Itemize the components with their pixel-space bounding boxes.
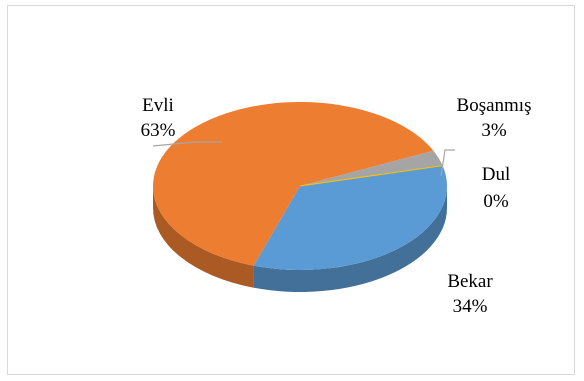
slice-percent-bosanmis: 3% — [481, 120, 507, 141]
slice-bekar — [253, 165, 447, 270]
slice-bo-anm- — [300, 150, 443, 186]
slice-percent-dul: 0% — [483, 191, 509, 212]
slice-percent-bekar: 34% — [453, 296, 488, 317]
slice-label-dul: Dul — [482, 164, 511, 185]
slice-evli — [153, 102, 434, 266]
leader-line-evli — [152, 141, 222, 147]
label-group-bosanmis: Boşanmış 3% — [457, 95, 532, 141]
slice-dul — [299, 165, 443, 187]
slice-percent-evli: 63% — [141, 120, 176, 141]
slice-side-evli — [153, 186, 254, 288]
label-group-evli: Evli 63% — [141, 95, 176, 141]
slice-side-bekar — [253, 186, 448, 292]
label-group-dul: Dul 0% — [482, 164, 511, 212]
leader-line-bosanmis — [440, 149, 455, 177]
slice-label-evli: Evli — [142, 95, 174, 116]
slice-label-bosanmis: Boşanmış — [457, 95, 532, 116]
label-group-bekar: Bekar 34% — [447, 271, 493, 317]
slice-label-bekar: Bekar — [447, 271, 493, 292]
